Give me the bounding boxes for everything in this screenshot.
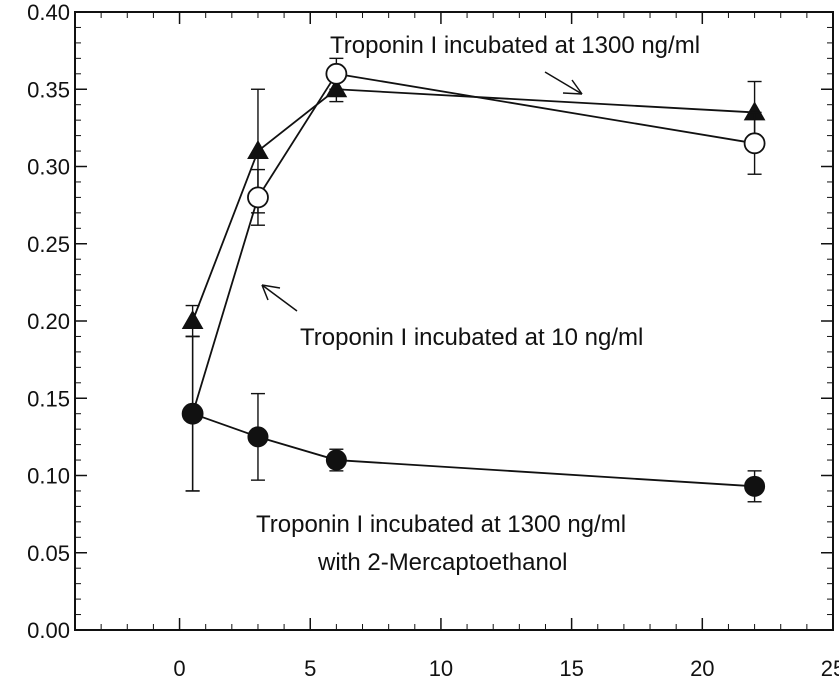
annotations: Troponin I incubated at 1300 ng/ml Tropo… [256, 32, 700, 576]
y-tick-label: 0.30 [27, 155, 70, 180]
y-tick-label: 0.20 [27, 309, 70, 334]
x-tick-label: 20 [690, 656, 714, 681]
annotation-1300-arrow [545, 72, 582, 94]
data-point-filled-circle [326, 450, 346, 470]
annotation-mercapto-line2: with 2-Mercaptoethanol [317, 549, 567, 576]
series-line-triangle-filled [193, 89, 755, 321]
annotation-mercapto-line1: Troponin I incubated at 1300 ng/ml [256, 511, 626, 538]
data-point-open-circle [326, 64, 346, 84]
annotation-10-arrow [262, 285, 297, 311]
x-tick-label: 5 [304, 656, 316, 681]
data-point-filled-circle [745, 476, 765, 496]
annotation-10: Troponin I incubated at 10 ng/ml [300, 324, 643, 351]
x-tick-label: 25 [821, 656, 839, 681]
annotation-1300: Troponin I incubated at 1300 ng/ml [330, 32, 700, 59]
y-tick-label: 0.40 [27, 0, 70, 25]
y-axis: 0.00 0.05 0.10 0.15 0.20 0.25 0.30 0.35 0.40 [27, 0, 833, 643]
y-tick-label: 0.15 [27, 386, 70, 411]
y-tick-label: 0.05 [27, 541, 70, 566]
data-point-open-circle [248, 187, 268, 207]
data-point-filled-circle [248, 427, 268, 447]
data-point-filled-circle [183, 404, 203, 424]
series-layer [183, 58, 765, 501]
series-line-circle-open [193, 74, 755, 414]
y-tick-label: 0.35 [27, 77, 70, 102]
y-tick-label: 0.10 [27, 464, 70, 489]
x-tick-label: 15 [559, 656, 583, 681]
data-point-open-circle [745, 133, 765, 153]
y-tick-label: 0.25 [27, 232, 70, 257]
x-tick-label: 0 [173, 656, 185, 681]
data-point-triangle [183, 311, 203, 329]
y-tick-label: 0.00 [27, 618, 70, 643]
series-line-circle-filled [193, 414, 755, 487]
x-tick-label: 10 [429, 656, 453, 681]
data-point-triangle [248, 141, 268, 159]
